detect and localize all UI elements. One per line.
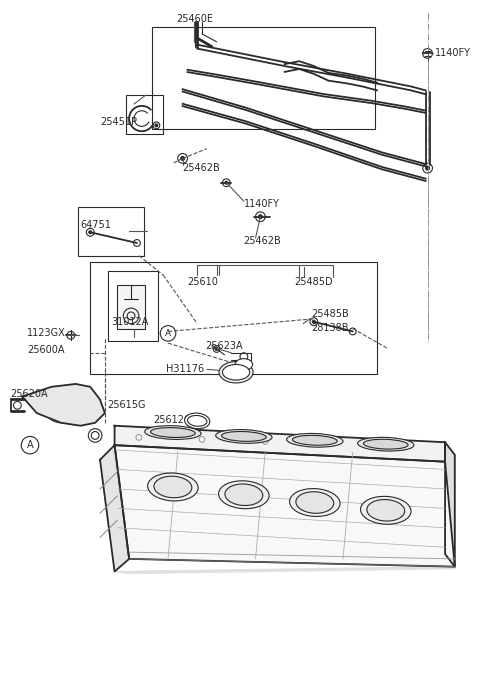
Bar [118,285,144,328]
Ellipse shape [144,426,201,439]
Bar [108,271,158,341]
Text: 64751: 64751 [81,220,111,229]
Circle shape [155,124,158,127]
Polygon shape [115,567,455,574]
Text: 25451P: 25451P [100,117,137,128]
Text: 25460E: 25460E [176,15,213,24]
Ellipse shape [216,430,272,444]
Circle shape [312,320,315,323]
Text: 25485D: 25485D [294,277,333,287]
Ellipse shape [151,428,195,437]
Circle shape [258,215,263,219]
Circle shape [180,157,184,160]
Polygon shape [100,445,129,572]
Ellipse shape [219,362,253,383]
Bar [90,263,377,374]
Text: 25623A: 25623A [205,341,242,351]
Circle shape [426,166,430,170]
Text: 25620A: 25620A [11,389,48,398]
Text: 1123GX: 1123GX [27,328,66,338]
Polygon shape [115,426,445,462]
Ellipse shape [185,413,210,429]
Text: 25462B: 25462B [182,163,220,173]
Text: H31176: H31176 [166,365,204,374]
Ellipse shape [363,439,408,449]
Ellipse shape [235,359,252,370]
Bar [152,27,375,129]
Ellipse shape [222,365,250,380]
Ellipse shape [292,435,337,445]
Text: 25600A: 25600A [27,345,65,355]
Polygon shape [115,445,455,567]
Ellipse shape [148,473,198,501]
Text: 25485B: 25485B [311,309,348,319]
Text: 25462B: 25462B [243,236,281,246]
Text: 1140FY: 1140FY [435,49,471,58]
Text: 25610: 25610 [188,277,218,287]
Polygon shape [445,442,455,567]
Ellipse shape [360,496,411,524]
Ellipse shape [154,476,192,498]
Circle shape [225,182,228,184]
Circle shape [89,231,92,234]
Ellipse shape [218,481,269,509]
Ellipse shape [367,500,405,521]
Text: A: A [27,440,33,450]
Ellipse shape [225,484,263,505]
Text: A: A [165,329,171,338]
Ellipse shape [221,432,266,441]
Circle shape [215,347,218,351]
Text: 31012A: 31012A [112,317,149,326]
Ellipse shape [287,433,343,447]
Text: 28138B: 28138B [311,322,348,333]
Text: 1140FY: 1140FY [244,199,280,209]
Ellipse shape [296,492,334,514]
Text: 25612C: 25612C [154,415,191,425]
Ellipse shape [358,437,414,451]
Ellipse shape [289,489,340,516]
Bar [78,207,144,256]
Bar [126,95,163,134]
Ellipse shape [188,416,207,426]
Polygon shape [22,384,105,426]
Text: 25615G: 25615G [107,401,145,410]
